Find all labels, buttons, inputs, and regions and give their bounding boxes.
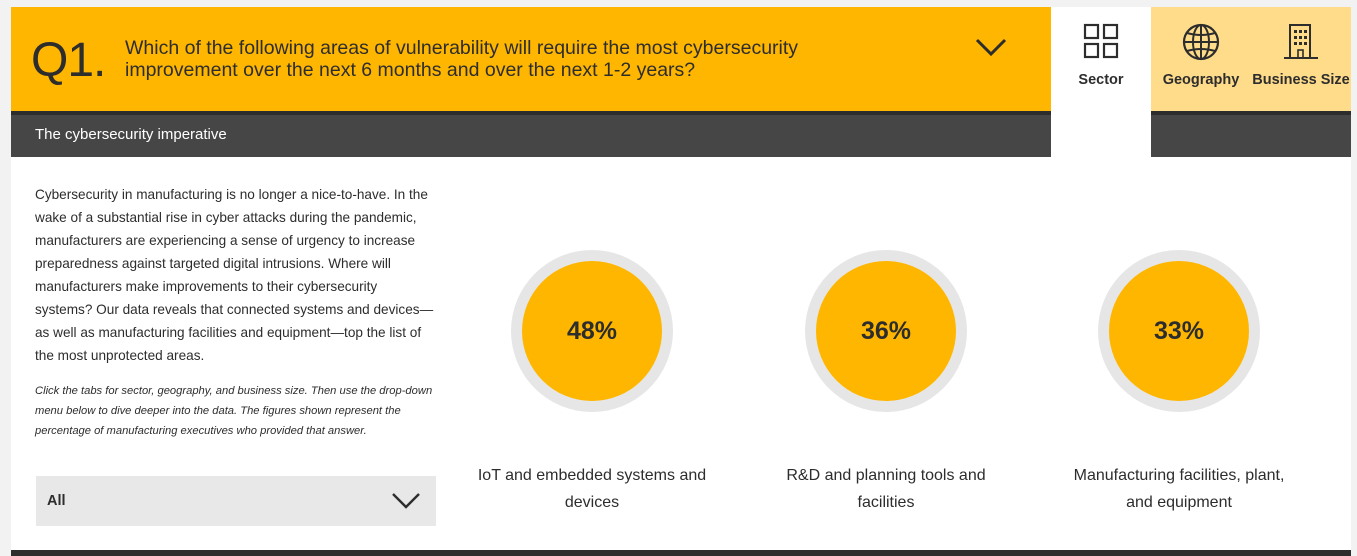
stat-label: R&D and planning tools and facilities: [786, 467, 986, 511]
expand-question-button[interactable]: [974, 35, 1008, 59]
instructions-note: Click the tabs for sector, geography, an…: [35, 385, 433, 437]
question-text: Which of the following areas of vulnerab…: [125, 37, 799, 81]
section-bar-right: [1151, 111, 1351, 157]
stat-card: 33% Manufacturing facilities, plant, and…: [1029, 250, 1329, 516]
section-title: The cybersecurity imperative: [35, 126, 227, 143]
stat-value: 33%: [1153, 316, 1205, 345]
stat-ring: 48%: [511, 250, 673, 412]
stat-disc: 36%: [816, 261, 956, 401]
stat-ring: 36%: [805, 250, 967, 412]
stat-value: 48%: [566, 316, 618, 345]
section-bar: The cybersecurity imperative: [11, 111, 1051, 157]
question-number-dot: .: [93, 34, 106, 87]
grid-icon: [1083, 23, 1119, 59]
tab-label: Geography: [1162, 72, 1240, 88]
stat-label: Manufacturing facilities, plant, and equ…: [1073, 467, 1285, 511]
stat-value: 36%: [860, 316, 912, 345]
globe-icon: [1182, 23, 1220, 61]
chevron-down-icon: [392, 493, 420, 509]
question-header: Q1. Which of the following areas of vuln…: [11, 7, 1051, 111]
tab-business-size[interactable]: Business Size: [1251, 7, 1351, 111]
intro-paragraph: Cybersecurity in manufacturing is no lon…: [35, 187, 434, 363]
tab-label: Sector: [1078, 72, 1124, 88]
filter-selected-value: All: [47, 493, 66, 509]
bottom-divider: [11, 550, 1351, 556]
building-icon: [1284, 24, 1318, 59]
tab-sector[interactable]: Sector: [1051, 7, 1151, 157]
survey-panel: Q1. Which of the following areas of vuln…: [11, 7, 1351, 556]
stat-card: 36% R&D and planning tools and facilitie…: [736, 250, 1036, 516]
tab-label: Business Size: [1252, 72, 1350, 88]
tab-geography[interactable]: Geography: [1151, 7, 1251, 111]
stat-card: 48% IoT and embedded systems and devices: [442, 250, 742, 516]
stat-ring: 33%: [1098, 250, 1260, 412]
stat-disc: 33%: [1109, 261, 1249, 401]
chevron-down-icon: [975, 38, 1007, 57]
filter-dropdown[interactable]: All: [36, 476, 436, 526]
question-number: Q1.: [31, 34, 106, 87]
stat-label: IoT and embedded systems and devices: [477, 467, 707, 511]
stat-disc: 48%: [522, 261, 662, 401]
